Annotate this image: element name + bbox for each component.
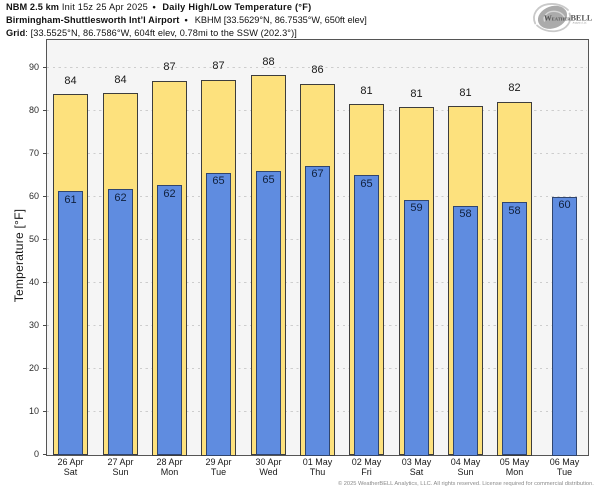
svg-text:Temperature [°F]: Temperature [°F] <box>12 209 26 303</box>
svg-text:Analytics LLC: Analytics LLC <box>573 22 588 25</box>
svg-text:WEATHERBELL: WEATHERBELL <box>544 14 593 23</box>
